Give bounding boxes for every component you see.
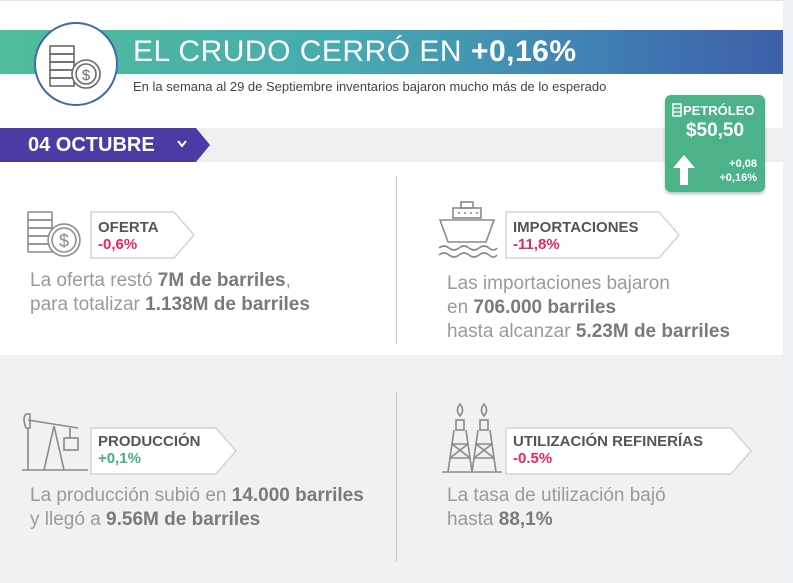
importaciones-value: -11,8%: [513, 236, 560, 253]
utilizacion-tag: [505, 427, 752, 475]
date-label[interactable]: 04 OCTUBRE: [28, 134, 155, 156]
chevron-down-icon: [177, 140, 187, 148]
ship-icon: [438, 201, 498, 258]
header-band: [0, 30, 793, 74]
divider-bottom: [396, 392, 397, 562]
badge-title: PETRÓLEO: [683, 103, 755, 118]
coins-icon: $: [27, 211, 81, 257]
svg-text:$: $: [82, 67, 91, 84]
top-border: [0, 0, 793, 1]
petroleo-badge: PETRÓLEO $50,50 +0,08 +0,16%: [665, 95, 765, 192]
oferta-label: OFERTA: [98, 219, 159, 236]
oferta-description: La oferta restó 7M de barriles, para tot…: [30, 270, 310, 315]
oil-pump-icon: [22, 413, 88, 471]
importaciones-description: Las importaciones bajaron en 706.000 bar…: [447, 273, 731, 342]
produccion-label: PRODUCCIÓN: [98, 433, 201, 450]
divider-top: [396, 176, 397, 344]
produccion-value: +0,1%: [98, 450, 141, 467]
produccion-description: La producción subió en 14.000 barriles y…: [30, 485, 364, 530]
oferta-value: -0,6%: [98, 236, 138, 253]
produccion-tag: [90, 427, 237, 475]
coin-badge: $: [34, 22, 118, 106]
utilizacion-description: La tasa de utilización bajó hasta 88,1%: [447, 485, 666, 530]
date-ribbon: [0, 128, 210, 162]
page-title: EL CRUDO CERRÓ EN +0,16%: [133, 35, 577, 68]
badge-change-abs: +0,08: [729, 158, 757, 170]
importaciones-label: IMPORTACIONES: [513, 219, 639, 236]
utilizacion-label: UTILIZACIÓN REFINERÍAS: [513, 433, 703, 450]
utilizacion-value: -0.5%: [513, 450, 553, 467]
right-edge: [783, 0, 793, 583]
importaciones-tag: [505, 211, 680, 259]
refinery-icon: [442, 402, 502, 473]
badge-price: $50,50: [685, 120, 745, 141]
coins-icon: $: [49, 45, 101, 89]
oferta-tag: [90, 211, 195, 259]
badge-change-pct: +0,16%: [719, 172, 757, 184]
barrel-icon: [672, 103, 682, 117]
arrow-up-icon: [673, 155, 695, 185]
svg-text:$: $: [59, 231, 69, 251]
page-subtitle: En la semana al 29 de Septiembre inventa…: [133, 79, 607, 94]
